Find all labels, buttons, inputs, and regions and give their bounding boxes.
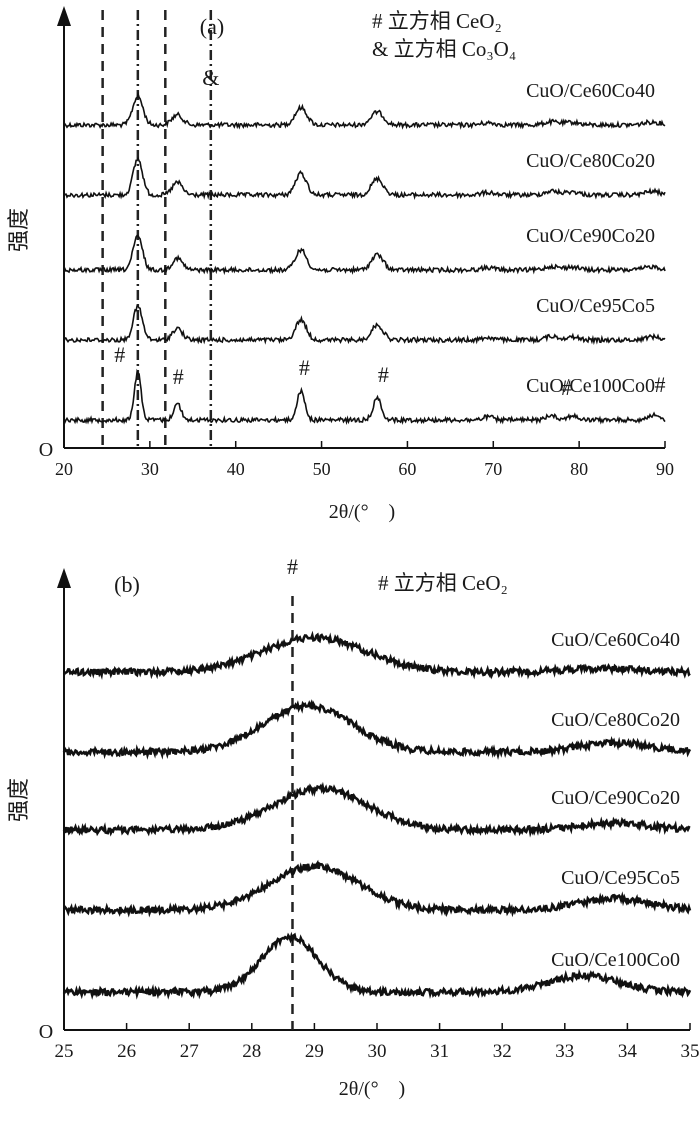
y-axis-label: 强度 [6, 208, 31, 252]
reference-line-marker: & [202, 65, 219, 90]
y-axis-arrow [57, 6, 71, 26]
panel-b: 25 26 27 28 29 30 31 32 33 34 35 O 2θ/(° ) 强度 (b) # 立方相… [6, 554, 700, 1100]
x-tick-label: 33 [555, 1041, 574, 1062]
x-tick-label: 50 [313, 459, 331, 479]
reference-line-marker: # [287, 554, 298, 579]
x-tick-label: 70 [484, 459, 502, 479]
series-line [63, 304, 666, 346]
x-tick-label: 28 [242, 1041, 261, 1062]
origin-label: O [39, 1021, 53, 1043]
x-tick-label: 29 [305, 1041, 324, 1062]
y-axis-label: 强度 [6, 778, 31, 822]
x-tick-label: 20 [55, 459, 73, 479]
x-tick-label: 40 [227, 459, 245, 479]
x-tick-label: 34 [618, 1041, 638, 1062]
series-label: CuO/Ce80Co20 [526, 150, 655, 172]
series-line [62, 781, 691, 838]
x-tick-label: 90 [656, 459, 674, 479]
series-label: CuO/Ce95Co5 [561, 867, 680, 889]
origin-label: O [39, 439, 53, 461]
x-tick-label: 25 [55, 1041, 74, 1062]
series-line [62, 630, 691, 680]
series-line [62, 859, 692, 918]
series-line [63, 156, 666, 200]
x-tick-label: 60 [398, 459, 416, 479]
series-line [63, 91, 666, 130]
y-axis-arrow [57, 568, 71, 588]
series-label: CuO/Ce60Co40 [551, 629, 680, 651]
peak-marker: # [299, 355, 310, 380]
x-tick-label: 26 [117, 1041, 136, 1062]
series-label: CuO/Ce60Co40 [526, 80, 655, 102]
x-tick-label: 31 [430, 1041, 449, 1062]
series-line [62, 931, 692, 1000]
panel-label: (b) [114, 572, 140, 597]
series-label: CuO/Ce100Co0 [526, 375, 655, 397]
series-label: CuO/Ce90Co20 [551, 787, 680, 809]
x-tick-label: 32 [493, 1041, 512, 1062]
x-tick-label: 30 [368, 1041, 387, 1062]
x-axis-label: 2θ/(° ) [329, 501, 395, 523]
series-label: CuO/Ce90Co20 [526, 225, 655, 247]
x-axis-label: 2θ/(° ) [339, 1078, 405, 1100]
series-label: CuO/Ce95Co5 [536, 295, 655, 317]
series-line [63, 234, 666, 276]
x-tick-label: 30 [141, 459, 159, 479]
legend-entry: # 立方相 CeO₂ [372, 9, 502, 33]
legend-entry: & 立方相 Co₃O₄ [372, 37, 516, 61]
series-line [63, 368, 666, 426]
x-tick-label: 80 [570, 459, 588, 479]
peak-marker: # [561, 375, 572, 400]
peak-marker: # [173, 364, 184, 389]
peak-marker: # [378, 362, 389, 387]
x-tick-label: 35 [681, 1041, 700, 1062]
series-line [62, 699, 692, 761]
legend-entry: # 立方相 CeO₂ [378, 571, 508, 595]
x-tick-label: 27 [180, 1041, 199, 1062]
peak-marker: # [655, 372, 666, 397]
series-label: CuO/Ce80Co20 [551, 709, 680, 731]
series-label: CuO/Ce100Co0 [551, 949, 680, 971]
peak-marker: # [114, 342, 125, 367]
